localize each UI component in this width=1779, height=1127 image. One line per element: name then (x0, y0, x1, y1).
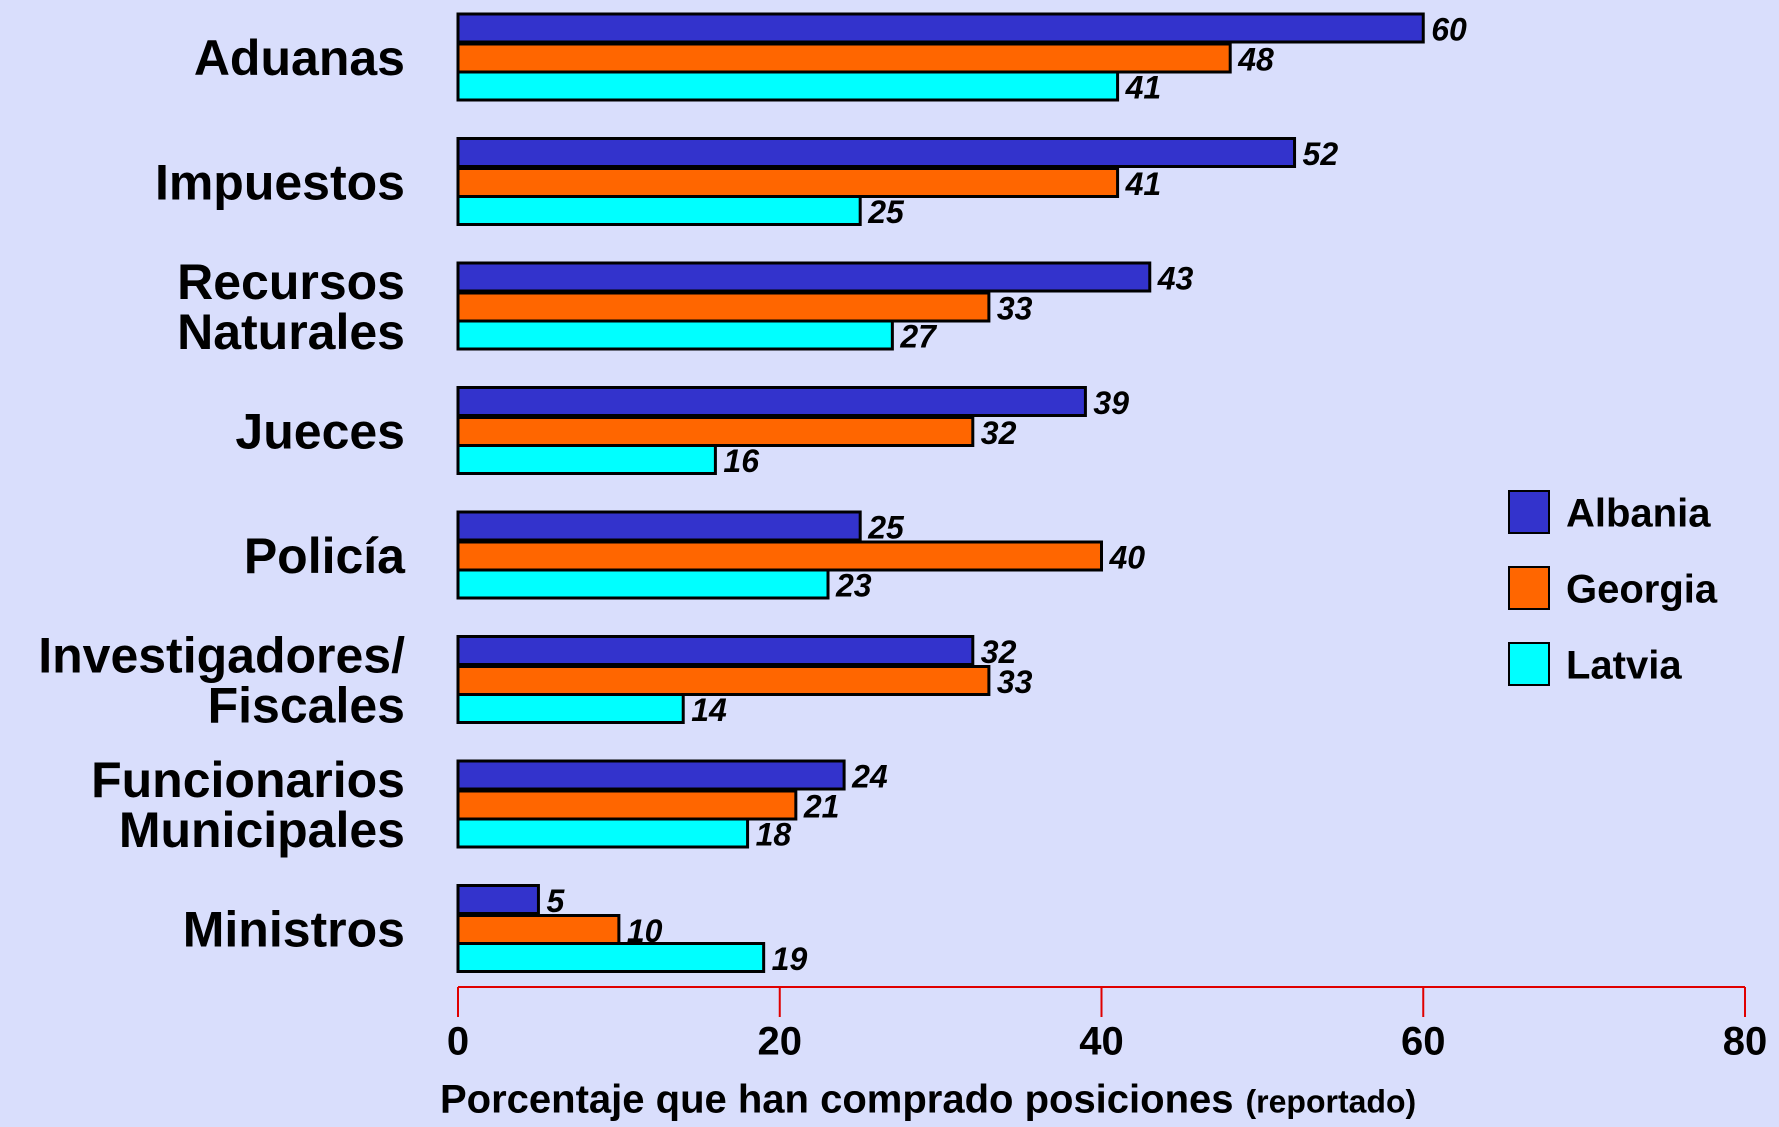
value-label: 21 (803, 788, 840, 824)
value-label: 41 (1125, 166, 1162, 202)
value-label: 41 (1125, 69, 1162, 105)
category-label: Jueces (235, 404, 405, 460)
bar (456, 416, 975, 447)
bar (456, 635, 975, 666)
value-label: 33 (997, 290, 1033, 326)
category-label: Funcionarios Municipales (91, 752, 405, 858)
value-label: 19 (772, 941, 808, 977)
x-tick-label: 20 (758, 1020, 803, 1064)
bar (456, 42, 1232, 74)
bar (456, 693, 685, 724)
x-tick-label: 80 (1723, 1020, 1768, 1064)
bar (456, 319, 894, 351)
value-label: 60 (1431, 11, 1467, 47)
bar (456, 759, 846, 791)
x-tick-label: 0 (447, 1020, 469, 1064)
x-axis-label-note: (reportado) (1246, 1083, 1417, 1119)
bar (456, 510, 862, 542)
value-label: 39 (1093, 385, 1129, 421)
bar (456, 817, 750, 849)
value-label: 23 (835, 567, 872, 603)
bar (456, 568, 830, 600)
category-label: Investigadores/Fiscales (38, 628, 405, 734)
value-label: 25 (867, 509, 905, 545)
legend-label: Georgia (1566, 568, 1718, 612)
value-label: 32 (981, 415, 1017, 451)
value-label: 40 (1109, 539, 1146, 575)
category-label: Impuestos (155, 155, 405, 211)
bar (456, 386, 1087, 417)
legend-swatch (1508, 566, 1550, 610)
value-label: 27 (899, 318, 938, 354)
bar (456, 914, 621, 945)
legend-swatch (1508, 642, 1550, 686)
value-label: 32 (981, 634, 1017, 670)
category-label: Recursos Naturales (177, 254, 405, 360)
bar (456, 137, 1297, 168)
category-label: Ministros (183, 902, 405, 958)
bar (456, 261, 1152, 293)
bar (456, 12, 1425, 44)
bar (456, 70, 1120, 102)
legend-label: Albania (1566, 492, 1711, 536)
bar (456, 789, 798, 821)
x-tick-label: 60 (1401, 1020, 1446, 1064)
value-label: 43 (1157, 260, 1194, 296)
x-axis-label: Porcentaje que han comprado posiciones (440, 1078, 1234, 1122)
legend-label: Latvia (1566, 644, 1682, 688)
bar (456, 942, 766, 973)
value-label: 24 (851, 758, 888, 794)
value-label: 25 (867, 194, 905, 230)
x-tick-label: 40 (1079, 1020, 1124, 1064)
bar (456, 540, 1103, 572)
bar (456, 195, 862, 226)
value-label: 14 (691, 692, 727, 728)
value-label: 52 (1303, 136, 1339, 172)
legend-swatch (1508, 490, 1550, 534)
value-label: 5 (546, 883, 565, 919)
bar (456, 665, 991, 696)
value-label: 48 (1237, 41, 1274, 77)
value-label: 18 (756, 816, 792, 852)
bar (456, 167, 1120, 198)
bar (456, 884, 540, 915)
category-label: Aduanas (194, 30, 405, 86)
value-label: 33 (997, 664, 1033, 700)
category-label: Policía (244, 528, 406, 584)
bar (456, 291, 991, 323)
value-label: 16 (723, 443, 759, 479)
bar (456, 444, 717, 475)
